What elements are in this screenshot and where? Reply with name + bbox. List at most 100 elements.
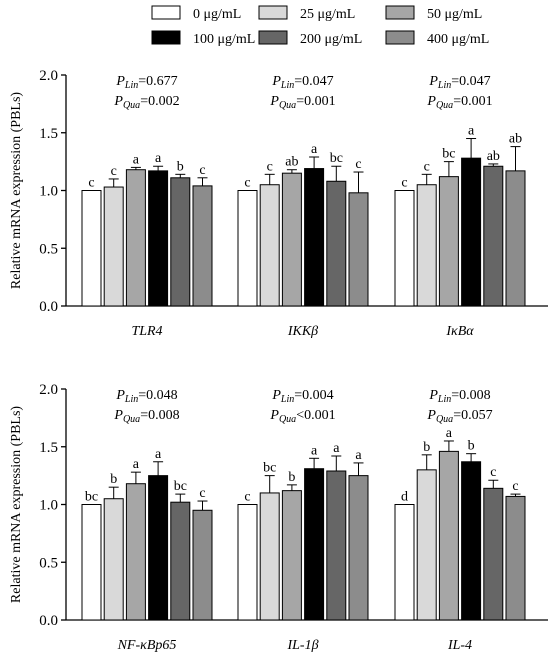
significance-letter: ab xyxy=(285,155,298,170)
significance-letter: b xyxy=(468,439,475,454)
significance-letter: bc xyxy=(263,461,276,476)
legend-label-5: 400 μg/mL xyxy=(427,32,489,47)
significance-letter: a xyxy=(311,142,318,157)
bar xyxy=(304,468,325,621)
significance-letter: c xyxy=(88,176,94,191)
bar xyxy=(304,168,325,307)
significance-letter: c xyxy=(267,159,273,174)
bar xyxy=(81,504,102,621)
bar xyxy=(125,169,146,307)
significance-letter: a xyxy=(133,457,140,472)
p-value-qua: PQua=0.057 xyxy=(426,408,492,425)
y-tick-label: 1.5 xyxy=(39,126,58,142)
y-tick-label: 0.0 xyxy=(39,299,58,315)
p-value-lin: PLin=0.047 xyxy=(428,74,490,91)
significance-letter: b xyxy=(110,472,117,487)
significance-letter: c xyxy=(512,479,518,494)
panel-2: 0.0 0.5 1.0 1.5 2.0 Relative mRNA expression … xyxy=(9,382,548,653)
bar xyxy=(505,170,526,307)
legend-swatch-2 xyxy=(385,5,415,20)
y-tick-label: 1.0 xyxy=(39,184,58,200)
significance-letter: c xyxy=(244,176,250,191)
y-tick-label: 0.5 xyxy=(39,241,58,257)
p-value-lin: PLin=0.048 xyxy=(115,388,177,405)
bar xyxy=(103,498,124,621)
bar xyxy=(237,504,258,621)
gene-label: IκBα xyxy=(445,324,474,339)
bar xyxy=(259,492,280,621)
significance-letter: c xyxy=(490,465,496,480)
bar xyxy=(281,490,302,621)
p-value-qua: PQua=0.001 xyxy=(426,94,492,111)
bar xyxy=(281,172,302,307)
significance-letter: bc xyxy=(330,151,343,166)
legend-swatch-3 xyxy=(151,30,181,45)
significance-letter: a xyxy=(133,152,140,167)
bar xyxy=(461,461,482,621)
bar xyxy=(237,190,258,307)
bar xyxy=(326,470,347,621)
significance-letter: a xyxy=(155,151,162,166)
significance-letter: bc xyxy=(442,147,455,162)
bar xyxy=(505,495,526,621)
significance-letter: c xyxy=(355,157,361,172)
significance-letter: d xyxy=(401,490,408,505)
gene-label: NF-κBp65 xyxy=(117,638,177,653)
gene-label: TLR4 xyxy=(131,324,162,339)
y-tick-label: 2.0 xyxy=(39,68,58,84)
significance-letter: a xyxy=(355,448,362,463)
bar xyxy=(192,509,213,621)
bar xyxy=(416,184,437,307)
bar xyxy=(461,157,482,307)
bar xyxy=(394,504,415,621)
bar xyxy=(348,192,369,307)
significance-letter: ab xyxy=(509,132,522,147)
p-value-lin: PLin=0.677 xyxy=(115,74,177,91)
significance-letter: c xyxy=(199,486,205,501)
bar xyxy=(348,475,369,621)
significance-letter: b xyxy=(177,159,184,174)
significance-letter: a xyxy=(333,441,340,456)
y-tick-label: 1.5 xyxy=(39,440,58,456)
significance-letter: a xyxy=(468,124,475,139)
significance-letter: c xyxy=(401,176,407,191)
significance-letter: c xyxy=(111,164,117,179)
significance-letter: bc xyxy=(174,479,187,494)
significance-letter: a xyxy=(155,447,162,462)
bar xyxy=(125,483,146,621)
legend-swatch-1 xyxy=(258,5,288,20)
significance-letter: a xyxy=(311,443,318,458)
significance-letter: bc xyxy=(85,490,98,505)
gene-label: IL-1β xyxy=(286,638,318,653)
y-tick-label: 1.0 xyxy=(39,498,58,514)
bar xyxy=(81,190,102,307)
bar xyxy=(416,469,437,621)
legend-label-1: 25 μg/mL xyxy=(300,7,355,22)
legend-label-3: 100 μg/mL xyxy=(193,32,255,47)
bar xyxy=(170,177,191,307)
bar xyxy=(170,501,191,621)
y-tick-label: 0.5 xyxy=(39,555,58,571)
bar xyxy=(192,185,213,307)
y-axis-label: Relative mRNA expression (PBLs) xyxy=(9,92,24,289)
significance-letter: c xyxy=(424,159,430,174)
legend-swatch-0 xyxy=(151,5,181,20)
significance-letter: b xyxy=(423,440,430,455)
significance-letter: b xyxy=(288,470,295,485)
y-tick-label: 2.0 xyxy=(39,382,58,398)
p-value-qua: PQua=0.001 xyxy=(269,94,335,111)
bar xyxy=(259,184,280,307)
bar xyxy=(483,487,504,621)
p-value-lin: PLin=0.047 xyxy=(271,74,333,91)
legend-label-4: 200 μg/mL xyxy=(300,32,362,47)
significance-letter: ab xyxy=(487,149,500,164)
bar xyxy=(326,180,347,307)
gene-label: IL-4 xyxy=(447,638,472,653)
legend-swatch-4 xyxy=(258,30,288,45)
